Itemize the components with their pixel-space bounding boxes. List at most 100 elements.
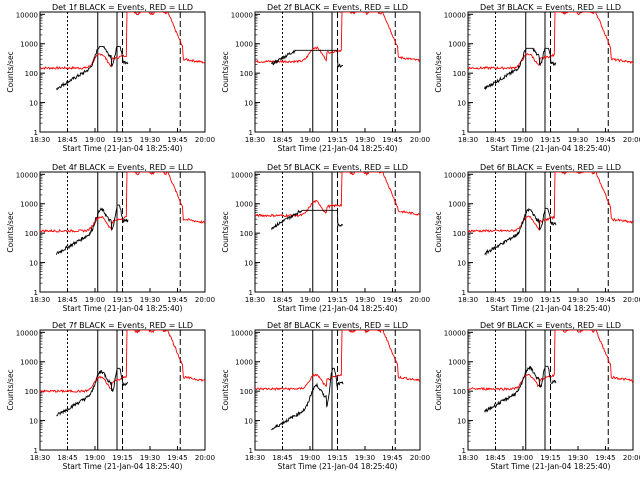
- x-tick-label: 18:45: [272, 296, 292, 304]
- x-tick-label: 19:30: [355, 296, 375, 304]
- y-tick-label: 1: [34, 447, 38, 455]
- y-tick-label: 10: [457, 260, 466, 268]
- y-tick-label: 10000: [444, 171, 466, 179]
- x-tick-label: 20:00: [623, 454, 640, 462]
- y-tick-label: 100: [25, 70, 38, 78]
- x-tick-label: 18:45: [485, 296, 505, 304]
- x-tick-label: 19:00: [85, 454, 105, 462]
- y-tick-label: 10: [244, 260, 253, 268]
- y-axis-label: Counts/sec: [6, 369, 15, 410]
- x-axis-label: Start Time (21-Jan-04 18:25:40): [63, 462, 183, 471]
- series-lld: [255, 172, 420, 218]
- y-tick-label: 100: [453, 70, 466, 78]
- x-tick-label: 19:15: [540, 454, 560, 462]
- x-tick-label: 19:00: [300, 296, 320, 304]
- detector-panel: Det 5f BLACK = Events, RED = LLD 1 10 100 10…: [221, 163, 430, 313]
- detector-panel: Det 2f BLACK = Events, RED = LLD 1 10 100 10…: [221, 3, 430, 153]
- y-axis-label: Counts/sec: [221, 51, 230, 92]
- panel-title: Det 8f BLACK = Events, RED = LLD: [267, 321, 408, 330]
- y-tick-label: 1000: [448, 41, 466, 49]
- y-tick-label: 10000: [231, 329, 253, 337]
- x-tick-label: 19:30: [568, 296, 588, 304]
- y-tick-label: 10: [29, 100, 38, 108]
- series-lld: [40, 330, 205, 394]
- x-tick-label: 18:30: [245, 296, 265, 304]
- detector-panel: Det 1f BLACK = Events, RED = LLD 1 10 100 10…: [6, 3, 215, 153]
- detector-panel: Det 8f BLACK = Events, RED = LLD 1 10 100 10…: [221, 321, 430, 471]
- x-tick-label: 19:45: [595, 296, 615, 304]
- x-tick-label: 20:00: [195, 136, 215, 144]
- x-tick-label: 19:15: [327, 296, 347, 304]
- x-tick-label: 19:30: [568, 136, 588, 144]
- x-tick-label: 19:15: [327, 454, 347, 462]
- series-lld: [255, 330, 420, 392]
- x-tick-label: 19:15: [540, 136, 560, 144]
- x-axis-label: Start Time (21-Jan-04 18:25:40): [491, 462, 611, 471]
- x-tick-label: 19:45: [382, 454, 402, 462]
- detector-panel: Det 9f BLACK = Events, RED = LLD 1 10 100 10…: [434, 321, 640, 471]
- x-tick-label: 18:45: [272, 454, 292, 462]
- x-tick-label: 20:00: [623, 136, 640, 144]
- y-tick-label: 10: [29, 260, 38, 268]
- y-tick-label: 1000: [235, 359, 253, 367]
- y-tick-label: 10000: [16, 329, 38, 337]
- y-tick-label: 1: [462, 447, 466, 455]
- x-axis-label: Start Time (21-Jan-04 18:25:40): [491, 144, 611, 153]
- series-events: [484, 47, 557, 91]
- x-tick-label: 18:30: [245, 454, 265, 462]
- x-tick-label: 19:15: [112, 136, 132, 144]
- y-tick-label: 10000: [16, 171, 38, 179]
- x-tick-label: 19:00: [85, 136, 105, 144]
- x-tick-label: 18:30: [458, 454, 478, 462]
- x-tick-label: 19:30: [355, 454, 375, 462]
- series-events: [271, 49, 344, 68]
- panel-title: Det 7f BLACK = Events, RED = LLD: [52, 321, 193, 330]
- series-events: [484, 207, 557, 256]
- y-tick-label: 1: [462, 289, 466, 297]
- panel-title: Det 4f BLACK = Events, RED = LLD: [52, 163, 193, 172]
- x-tick-label: 19:00: [513, 454, 533, 462]
- panel-title: Det 9f BLACK = Events, RED = LLD: [480, 321, 621, 330]
- y-tick-label: 10: [457, 100, 466, 108]
- y-axis-label: Counts/sec: [6, 211, 15, 252]
- y-tick-label: 100: [25, 388, 38, 396]
- y-axis-label: Counts/sec: [221, 211, 230, 252]
- x-tick-label: 19:30: [568, 454, 588, 462]
- x-tick-label: 19:00: [85, 296, 105, 304]
- y-tick-label: 10: [244, 100, 253, 108]
- y-tick-label: 100: [25, 230, 38, 238]
- y-tick-label: 10: [29, 418, 38, 426]
- x-tick-label: 19:00: [513, 136, 533, 144]
- panel-title: Det 5f BLACK = Events, RED = LLD: [267, 163, 408, 172]
- x-tick-label: 18:45: [485, 136, 505, 144]
- detector-panel: Det 3f BLACK = Events, RED = LLD 1 10 100 10…: [434, 3, 640, 153]
- x-tick-label: 19:15: [540, 296, 560, 304]
- x-axis-label: Start Time (21-Jan-04 18:25:40): [278, 462, 398, 471]
- y-tick-label: 1: [34, 129, 38, 137]
- y-tick-label: 10000: [16, 11, 38, 19]
- panel-title: Det 6f BLACK = Events, RED = LLD: [480, 163, 621, 172]
- detector-panel: Det 6f BLACK = Events, RED = LLD 1 10 100 10…: [434, 163, 640, 313]
- y-tick-label: 1: [462, 129, 466, 137]
- x-tick-label: 18:45: [485, 454, 505, 462]
- x-tick-label: 18:45: [272, 136, 292, 144]
- y-tick-label: 1: [249, 447, 253, 455]
- x-tick-label: 18:45: [57, 296, 77, 304]
- y-tick-label: 10000: [444, 11, 466, 19]
- x-tick-label: 18:30: [30, 454, 50, 462]
- x-tick-label: 19:45: [382, 136, 402, 144]
- x-tick-label: 19:00: [300, 454, 320, 462]
- x-tick-label: 20:00: [623, 296, 640, 304]
- x-tick-label: 19:15: [112, 296, 132, 304]
- x-axis-label: Start Time (21-Jan-04 18:25:40): [491, 304, 611, 313]
- detector-panel: Det 7f BLACK = Events, RED = LLD 1 10 100 10…: [6, 321, 215, 471]
- x-tick-label: 18:30: [458, 136, 478, 144]
- y-tick-label: 10000: [231, 171, 253, 179]
- series-events: [271, 209, 344, 230]
- y-tick-label: 1: [249, 289, 253, 297]
- x-axis-label: Start Time (21-Jan-04 18:25:40): [278, 144, 398, 153]
- x-tick-label: 19:15: [327, 136, 347, 144]
- y-axis-label: Counts/sec: [434, 211, 443, 252]
- x-tick-label: 19:45: [382, 296, 402, 304]
